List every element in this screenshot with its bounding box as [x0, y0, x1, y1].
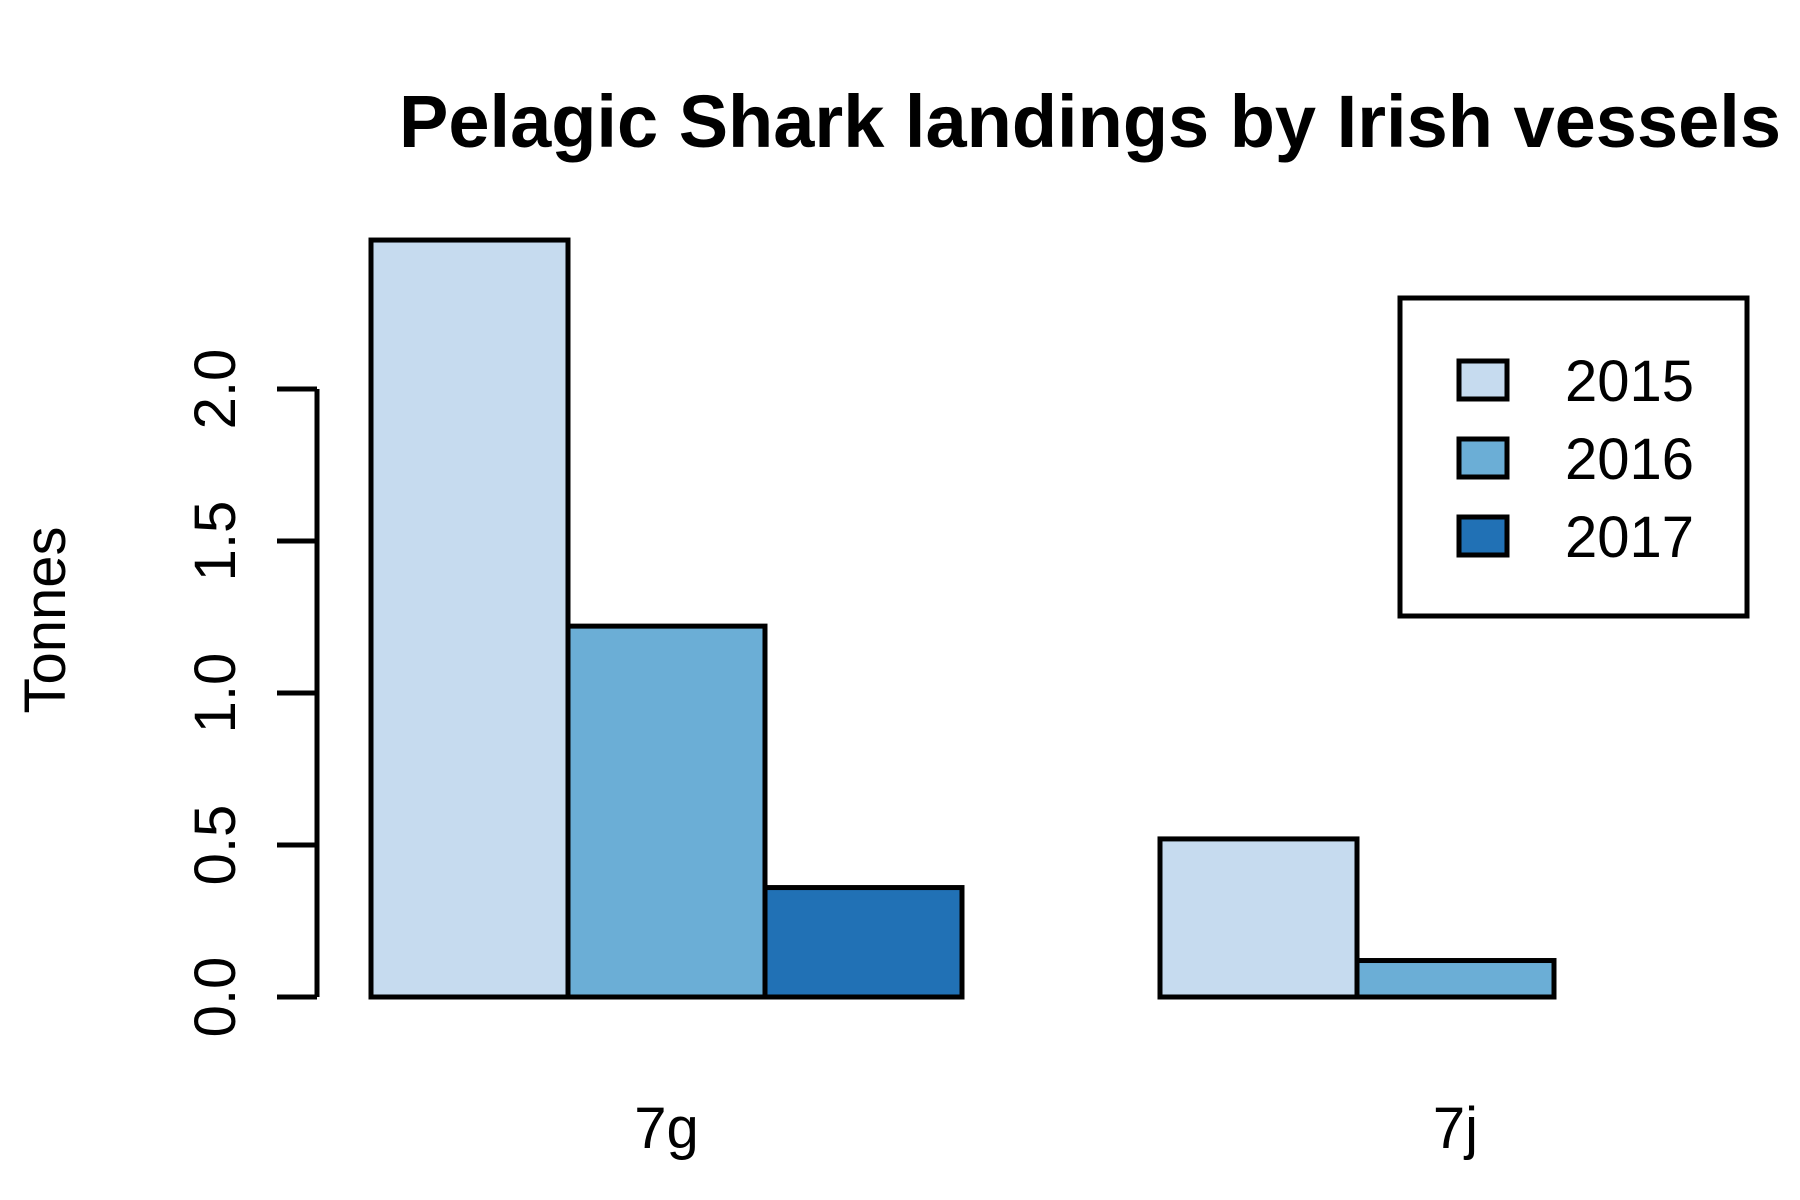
bar-7j-2016	[1354, 958, 1557, 1000]
legend-label-2017: 2017	[1565, 505, 1694, 570]
y-tick-label: 2.0	[183, 349, 248, 430]
y-tick-label: 1.5	[183, 501, 248, 582]
legend-label-2015: 2015	[1565, 349, 1694, 414]
legend-label-2016: 2016	[1565, 427, 1694, 492]
bars-group	[368, 237, 1557, 1000]
legend-swatch-2016	[1456, 436, 1510, 480]
y-tick-label: 0.0	[183, 957, 248, 1038]
y-tick-label: 0.5	[183, 805, 248, 886]
legend: 2015 2016 2017	[1397, 295, 1750, 619]
chart-title: Pelagic Shark landings by Irish vessels	[399, 80, 1781, 163]
legend-swatch-2017	[1456, 514, 1510, 558]
x-category-label: 7g	[634, 1096, 699, 1161]
y-axis: 0.0 0.5 1.0 1.5 2.0	[183, 349, 320, 1038]
x-category-label: 7j	[1433, 1096, 1478, 1161]
y-axis-label: Tonnes	[13, 526, 78, 713]
x-axis-labels: 7g 7j	[634, 1096, 1478, 1161]
bar-7j-2015	[1157, 836, 1360, 1000]
y-tick-label: 1.0	[183, 653, 248, 734]
legend-swatch-2015	[1456, 358, 1510, 402]
bar-7g-2015	[368, 237, 571, 1000]
bar-7g-2016	[565, 623, 768, 1000]
bar-7g-2017	[762, 885, 965, 1000]
